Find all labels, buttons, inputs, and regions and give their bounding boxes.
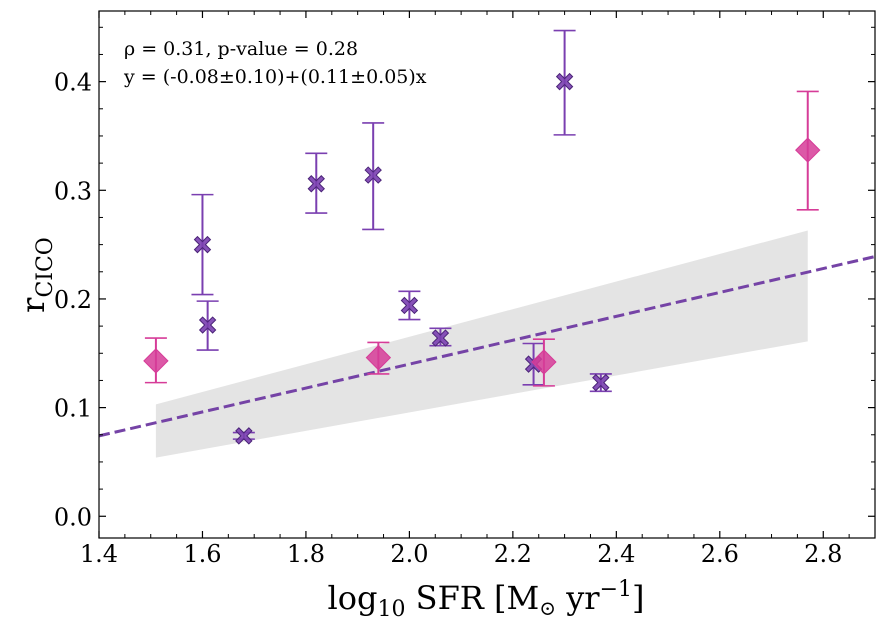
x-tick-label: 1.6	[183, 540, 221, 568]
y-tick-label: 0.0	[54, 503, 92, 531]
x-axis-label: log10 SFR [M⊙ yr−1]	[327, 577, 644, 622]
confidence-band	[155, 230, 808, 458]
x-marker	[431, 329, 450, 347]
crosses-point-4	[362, 122, 385, 231]
x-marker	[307, 175, 325, 193]
y-tick-label: 0.4	[54, 69, 92, 97]
x-tick-label: 2.0	[390, 540, 428, 568]
plot-area	[98, 29, 876, 458]
crosses-point-2	[232, 427, 255, 445]
diamond-marker	[795, 137, 821, 163]
annotation-fit-equation: y = (-0.08±0.10)+(0.11±0.05)x	[123, 66, 427, 88]
x-marker	[198, 316, 217, 334]
y-axis-label: rCICO	[14, 237, 58, 313]
crosses-point-5	[398, 290, 421, 321]
crosses-point-3	[305, 152, 328, 214]
annotation-correlation: ρ = 0.31, p-value = 0.28	[124, 38, 358, 60]
data-points	[143, 29, 821, 445]
crosses-point-9	[589, 373, 612, 393]
x-label-sfr: SFR [M	[405, 579, 539, 617]
x-marker	[364, 166, 382, 184]
x-tick-label: 2.6	[701, 540, 739, 568]
x-tick-label: 2.4	[597, 540, 635, 568]
diamonds-point-3	[795, 90, 821, 211]
regression-fit-line	[98, 255, 876, 438]
x-marker	[592, 373, 610, 392]
x-marker	[235, 427, 253, 445]
y-label-subscript: CICO	[33, 237, 58, 297]
y-label-r: r	[14, 297, 52, 313]
axis-ticks: 1.4 1.6 1.8 2.0 2.2 2.4 2.6 2.8 0.0 0.1 0.2 0.3 0.4	[54, 11, 876, 568]
x-tick-label: 2.2	[494, 540, 532, 568]
diamond-marker	[365, 344, 392, 371]
y-tick-label: 0.1	[54, 395, 92, 423]
diamonds-point-0	[143, 337, 169, 384]
diamond-marker	[531, 349, 557, 375]
x-label-log: log	[327, 579, 377, 617]
crosses-point-1	[196, 300, 219, 351]
diamonds-point-2	[531, 338, 557, 387]
x-marker	[400, 296, 419, 315]
y-tick-label: 0.3	[54, 177, 92, 205]
x-label-unit: yr	[556, 579, 600, 617]
x-tick-label: 2.8	[804, 540, 842, 568]
diamond-marker	[143, 348, 169, 374]
crosses-point-0	[191, 193, 214, 296]
x-label-subscript: 10	[377, 597, 405, 622]
diamonds-point-1	[365, 341, 392, 375]
x-tick-label: 1.8	[287, 540, 325, 568]
x-label-superscript: −1	[600, 577, 632, 602]
x-label-close: ]	[632, 579, 644, 617]
x-tick-label: 1.4	[80, 540, 118, 568]
y-tick-label: 0.2	[54, 286, 92, 314]
x-marker	[555, 72, 574, 91]
crosses-point-6	[429, 327, 452, 347]
x-label-odot: ⊙	[539, 596, 556, 620]
crosses-point-8	[553, 29, 576, 136]
x-marker	[193, 235, 212, 254]
